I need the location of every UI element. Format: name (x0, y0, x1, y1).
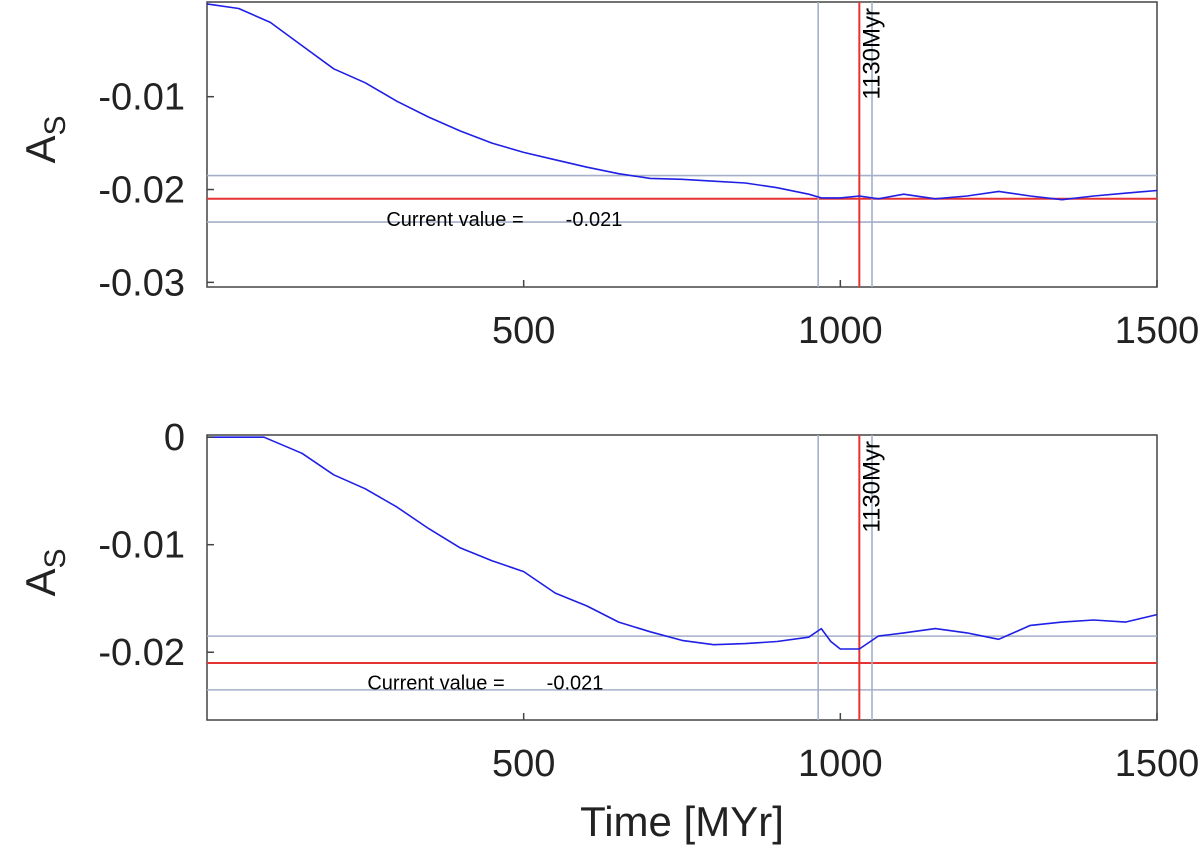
y-tick-label: 0 (164, 417, 185, 459)
current-value-label: Current value = (386, 209, 523, 231)
series-line (206, 3, 1158, 201)
current-value-number: -0.021 (547, 672, 604, 694)
y-tick-label: -0.02 (98, 632, 185, 674)
y-axis-title: AS (17, 115, 72, 163)
current-value-label: Current value = (367, 672, 504, 694)
y-tick-label: -0.01 (98, 77, 185, 119)
vline-label: 1130Myr (858, 441, 885, 533)
top-panel: 500 1000 1500 -0.01 -0.02 -0.03 AS 1130Myr Curre… (17, 1, 1200, 352)
y-tick-label: -0.03 (98, 262, 185, 304)
y-axis-title: AS (17, 548, 72, 596)
y-axis-title-subscript: S (39, 548, 72, 568)
series-line (207, 436, 1158, 650)
y-tick-label: -0.01 (98, 525, 185, 567)
y-axis-title-subscript: S (39, 115, 72, 135)
current-value-number: -0.021 (566, 209, 623, 231)
x-tick-label: 1500 (1115, 310, 1200, 352)
x-tick-label: 500 (492, 743, 555, 785)
x-tick-label: 1000 (798, 743, 883, 785)
x-tick-label: 1500 (1115, 743, 1200, 785)
vline-label: 1130Myr (858, 8, 885, 100)
plot-frame (206, 1, 1158, 288)
plot-frame (206, 434, 1158, 721)
x-axis-title: Time [MYr] (580, 798, 784, 845)
y-tick-label: -0.02 (98, 170, 185, 212)
y-axis-title-main: A (17, 569, 64, 597)
y-axis-title-main: A (17, 136, 64, 164)
bottom-panel: 500 1000 1500 0 -0.01 -0.02 AS 1130Myr Current v… (17, 417, 1199, 845)
x-tick-label: 1000 (798, 310, 883, 352)
x-tick-label: 500 (492, 310, 555, 352)
